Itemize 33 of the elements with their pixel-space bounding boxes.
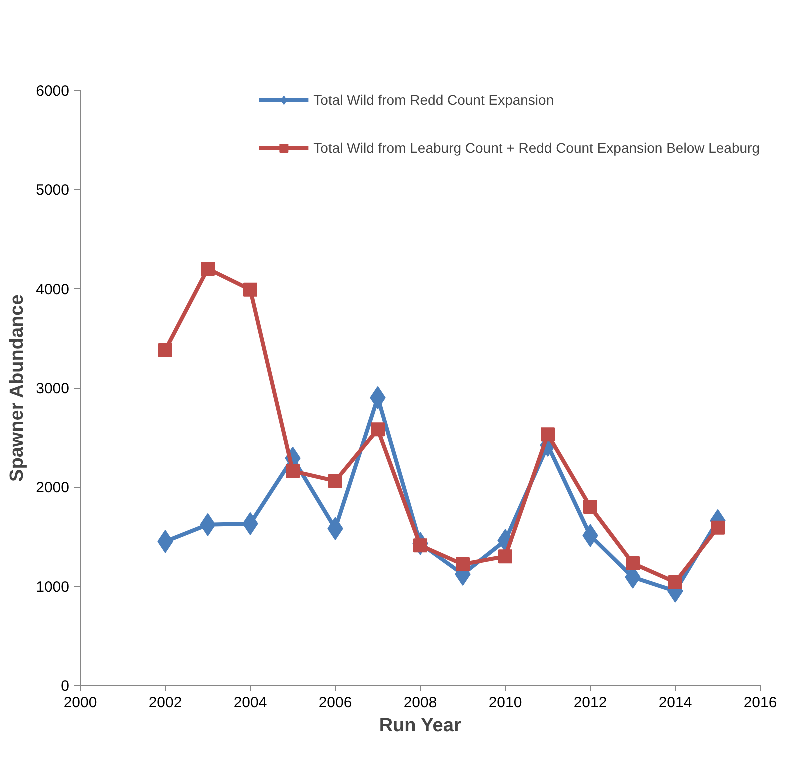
y-tick-label: 2000 [36,480,70,497]
y-tick-label: 0 [61,678,70,695]
y-tick-label: 3000 [36,380,70,398]
x-tick-label: 2002 [148,694,182,712]
point [158,343,172,358]
point [328,474,342,488]
x-tick-label: 2016 [744,694,778,712]
point [626,556,640,571]
y-tick-label: 4000 [36,281,70,298]
point [668,575,682,590]
y-tick-label: 6000 [36,83,70,100]
y-tick-label: 5000 [36,182,70,200]
x-tick-label: 2012 [574,694,608,712]
point [541,428,555,442]
point [498,550,512,564]
point [584,500,598,514]
x-tick-label: 2006 [318,694,352,712]
point [371,422,385,437]
y-axis-title: Spawner Abundance [7,294,28,482]
legend-label: Total Wild from Leaburg Count + Redd Count Expansion Below Leaburg [314,140,760,156]
legend-label: Total Wild from Redd Count Expansion [314,92,554,108]
x-tick-label: 2014 [658,694,692,712]
y-tick-label: 1000 [36,578,70,596]
x-axis-title: Run Year [379,716,462,736]
point [711,520,725,535]
x-tick-label: 2004 [234,694,268,712]
x-tick-label: 2000 [64,694,98,712]
point [456,558,470,572]
point [244,282,258,297]
x-tick-label: 2008 [404,694,438,712]
x-tick-label: 2010 [488,694,522,712]
point [201,262,215,276]
point [286,464,300,478]
